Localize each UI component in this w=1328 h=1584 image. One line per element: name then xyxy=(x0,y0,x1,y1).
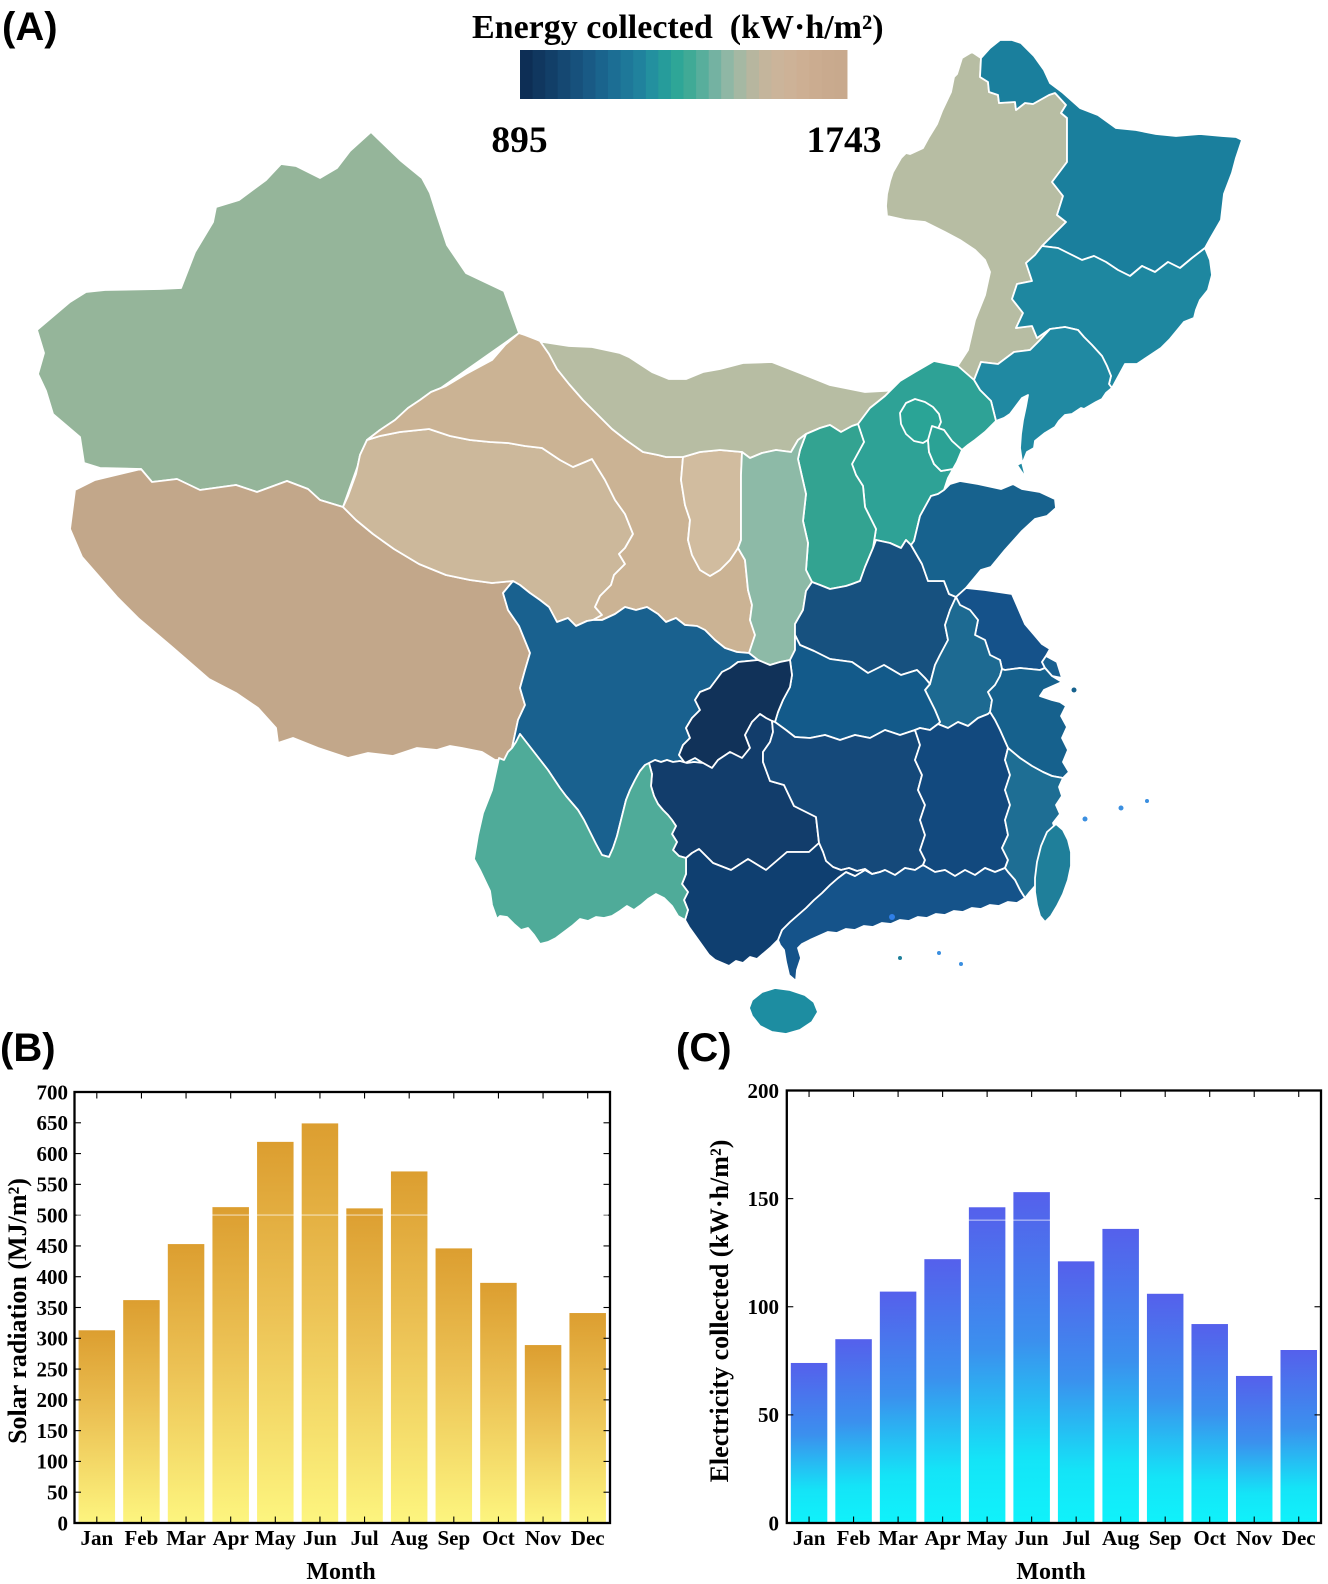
svg-text:50: 50 xyxy=(758,1403,779,1427)
svg-text:Month: Month xyxy=(306,1559,375,1584)
svg-text:450: 450 xyxy=(37,1234,69,1258)
svg-text:Jul: Jul xyxy=(351,1526,379,1550)
svg-text:350: 350 xyxy=(37,1296,69,1320)
svg-text:Jan: Jan xyxy=(80,1526,113,1550)
svg-text:May: May xyxy=(967,1526,1008,1550)
svg-text:Mar: Mar xyxy=(878,1526,918,1550)
svg-text:Month: Month xyxy=(1016,1559,1085,1584)
svg-text:Jun: Jun xyxy=(303,1526,337,1550)
svg-text:Aug: Aug xyxy=(1102,1526,1140,1550)
svg-text:Nov: Nov xyxy=(1236,1526,1273,1550)
svg-text:May: May xyxy=(255,1526,296,1550)
svg-text:700: 700 xyxy=(37,1080,69,1104)
svg-text:Feb: Feb xyxy=(124,1526,158,1550)
svg-text:150: 150 xyxy=(37,1419,69,1443)
svg-text:200: 200 xyxy=(37,1388,69,1412)
svg-text:300: 300 xyxy=(37,1327,69,1351)
svg-text:Jan: Jan xyxy=(793,1526,826,1550)
svg-text:Dec: Dec xyxy=(1282,1526,1316,1550)
svg-text:100: 100 xyxy=(37,1450,69,1474)
svg-text:150: 150 xyxy=(748,1187,780,1211)
svg-text:0: 0 xyxy=(58,1511,69,1535)
svg-text:Mar: Mar xyxy=(166,1526,206,1550)
svg-text:Aug: Aug xyxy=(391,1526,429,1550)
svg-text:500: 500 xyxy=(37,1203,69,1227)
svg-text:100: 100 xyxy=(748,1295,780,1319)
svg-text:Oct: Oct xyxy=(482,1526,515,1550)
svg-text:Electricity collected (kW·h/m²: Electricity collected (kW·h/m²) xyxy=(705,1140,734,1483)
svg-text:50: 50 xyxy=(47,1481,68,1505)
svg-text:Sep: Sep xyxy=(1149,1526,1182,1550)
svg-text:Apr: Apr xyxy=(925,1526,961,1550)
svg-text:Sep: Sep xyxy=(437,1526,470,1550)
svg-text:Oct: Oct xyxy=(1193,1526,1226,1550)
svg-text:Apr: Apr xyxy=(213,1526,249,1550)
svg-text:Feb: Feb xyxy=(837,1526,871,1550)
svg-text:Solar radiation (MJ/m²): Solar radiation (MJ/m²) xyxy=(3,1178,32,1444)
svg-text:0: 0 xyxy=(769,1511,780,1535)
svg-text:200: 200 xyxy=(748,1079,780,1103)
svg-text:550: 550 xyxy=(37,1173,69,1197)
svg-text:Dec: Dec xyxy=(571,1526,605,1550)
svg-text:250: 250 xyxy=(37,1357,69,1381)
svg-text:Jun: Jun xyxy=(1015,1526,1049,1550)
svg-text:400: 400 xyxy=(37,1265,69,1289)
svg-text:Jul: Jul xyxy=(1062,1526,1090,1550)
svg-text:650: 650 xyxy=(37,1111,69,1135)
svg-text:Nov: Nov xyxy=(525,1526,562,1550)
svg-text:600: 600 xyxy=(37,1142,69,1166)
